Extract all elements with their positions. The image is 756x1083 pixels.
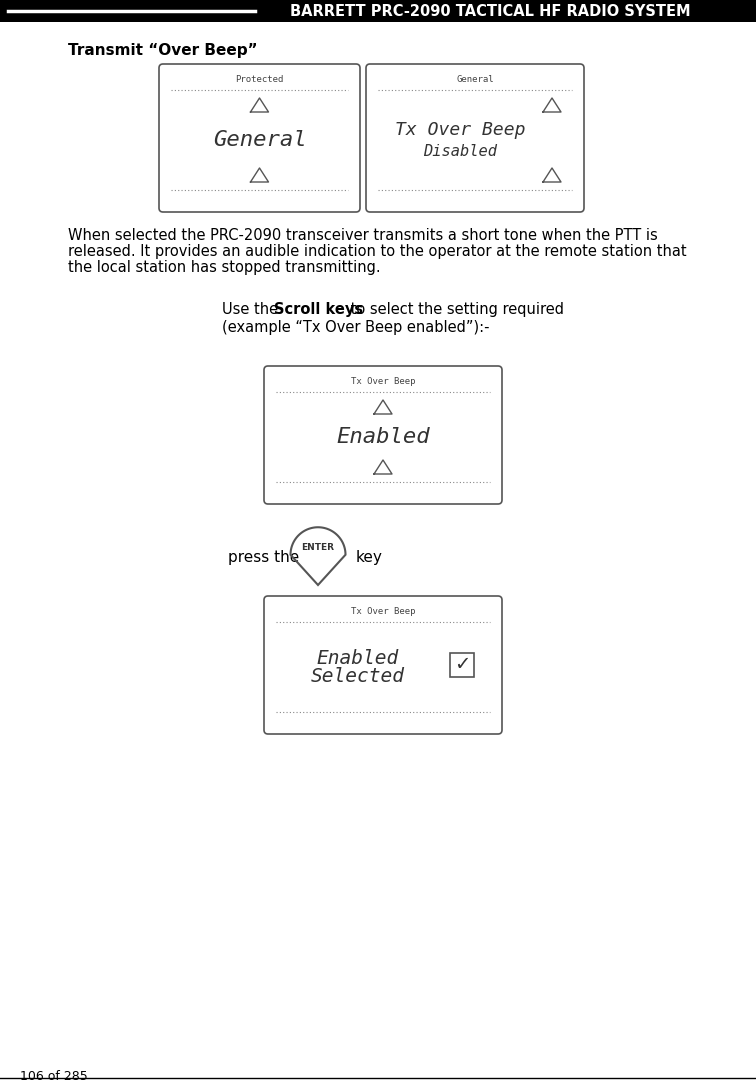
Text: Enabled: Enabled	[336, 427, 430, 447]
Polygon shape	[374, 400, 392, 414]
Polygon shape	[543, 97, 561, 112]
FancyBboxPatch shape	[264, 596, 502, 734]
Text: BARRETT PRC-2090 TACTICAL HF RADIO SYSTEM: BARRETT PRC-2090 TACTICAL HF RADIO SYSTE…	[290, 3, 690, 18]
Text: released. It provides an audible indication to the operator at the remote statio: released. It provides an audible indicat…	[68, 244, 686, 259]
Text: to select the setting required: to select the setting required	[346, 302, 564, 317]
Text: Tx Over Beep: Tx Over Beep	[395, 121, 525, 139]
Text: ENTER: ENTER	[302, 544, 334, 552]
Text: Use the: Use the	[222, 302, 283, 317]
Text: Selected: Selected	[311, 667, 405, 687]
FancyBboxPatch shape	[366, 64, 584, 212]
Text: 106 of 285: 106 of 285	[20, 1070, 88, 1083]
Text: press the: press the	[228, 550, 299, 565]
Polygon shape	[374, 460, 392, 474]
Bar	[0, 0, 756, 22]
Text: General: General	[212, 130, 306, 151]
Text: Protected: Protected	[235, 75, 284, 83]
Text: When selected the PRC-2090 transceiver transmits a short tone when the PTT is: When selected the PRC-2090 transceiver t…	[68, 229, 658, 243]
Text: ✓: ✓	[454, 655, 470, 675]
Text: General: General	[456, 75, 494, 83]
Text: Tx Over Beep: Tx Over Beep	[351, 606, 415, 615]
Polygon shape	[543, 168, 561, 182]
Bar	[450, 653, 474, 677]
Text: Disabled: Disabled	[423, 144, 497, 159]
Text: Enabled: Enabled	[317, 650, 399, 668]
FancyBboxPatch shape	[159, 64, 360, 212]
FancyBboxPatch shape	[264, 366, 502, 504]
Polygon shape	[250, 97, 268, 112]
Text: Tx Over Beep: Tx Over Beep	[351, 377, 415, 386]
Text: (example “Tx Over Beep enabled”):-: (example “Tx Over Beep enabled”):-	[222, 319, 489, 335]
Text: the local station has stopped transmitting.: the local station has stopped transmitti…	[68, 260, 380, 275]
Text: Transmit “Over Beep”: Transmit “Over Beep”	[68, 42, 258, 57]
Polygon shape	[250, 168, 268, 182]
Text: key: key	[356, 550, 383, 565]
Text: Scroll keys: Scroll keys	[274, 302, 363, 317]
